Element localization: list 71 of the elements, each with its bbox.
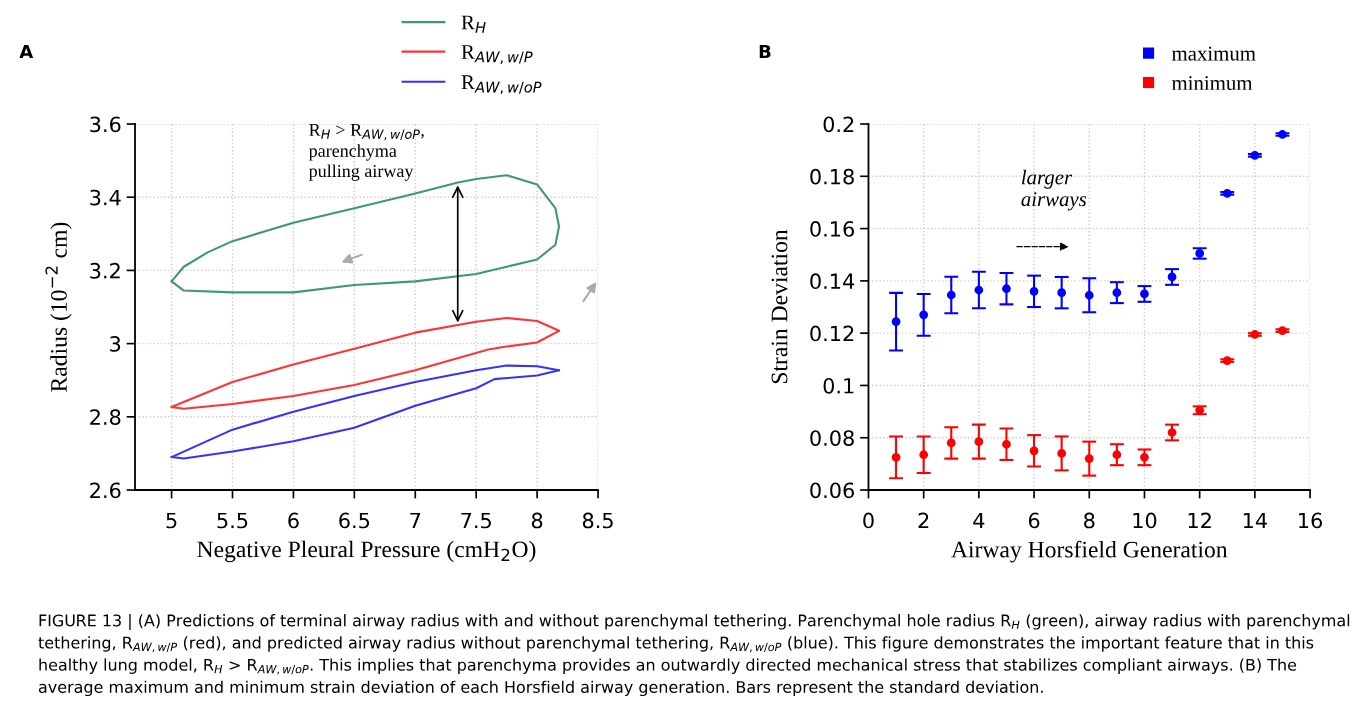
point [1167, 428, 1177, 437]
x-tick-label: 14 [1243, 512, 1267, 529]
point [1002, 284, 1011, 294]
point [891, 317, 901, 327]
y-tick-label: 3.4 [90, 189, 121, 206]
y-tick-label: 3.6 [90, 116, 121, 133]
y-tick-label: 2.8 [90, 409, 121, 426]
point [946, 438, 956, 448]
x-tick-label: 6 [1028, 512, 1040, 529]
x-axis-title: Negative Pleural Pressure (cmH$_{2}$O) [197, 540, 536, 563]
point [974, 285, 984, 295]
x-tick-label: 2 [918, 512, 929, 529]
point [1250, 330, 1260, 339]
x-tick-label: 16 [1299, 512, 1322, 529]
point [1057, 288, 1067, 298]
y-tick-label: 2.6 [90, 482, 121, 499]
x-tick-label: 10 [1133, 512, 1157, 529]
text: R$_{H}$ > R$_{AW,w/oP}$, parenchyma pulling airway [308, 124, 424, 181]
y-tick-label: 0.18 [810, 168, 854, 185]
x-tick-label: 8 [531, 512, 543, 529]
point [1029, 286, 1039, 296]
chart-title: B [759, 44, 771, 59]
x-tick-label: 5 [166, 512, 177, 529]
x-tick-label: 7.5 [461, 512, 491, 529]
y-tick-label: 0.12 [810, 325, 854, 342]
x-tick-label: 8 [1084, 512, 1095, 529]
y-tick-label: 0.2 [823, 116, 854, 133]
legend-label: R$_{H}$ [461, 15, 486, 33]
point [1222, 356, 1232, 365]
point [1250, 151, 1260, 160]
y-tick-label: 0.06 [810, 482, 854, 499]
y-tick-label: 0.08 [810, 430, 854, 446]
x-tick-label: 7 [410, 512, 421, 529]
point [974, 437, 984, 447]
point [1057, 449, 1067, 458]
x-axis-title: Airway Horsfield Generation [951, 540, 1228, 563]
y-axis-title: Strain Deviation [771, 229, 788, 384]
y-tick-label: 0.14 [810, 273, 855, 290]
point [1084, 454, 1094, 464]
chart-title: A [19, 44, 34, 59]
legend-label: minimum [1171, 76, 1253, 91]
y-tick-label: 3.2 [90, 262, 120, 279]
y-tick-label: 0.16 [810, 221, 854, 237]
point [1112, 288, 1122, 298]
legend-label: maximum [1171, 46, 1256, 61]
y-tick-label: 0.1 [823, 377, 854, 394]
legend-label: R$_{AW,w/P}$ [461, 45, 533, 64]
legend-label: R$_{AW,w/oP}$ [461, 75, 542, 95]
x-tick-label: 8.5 [582, 512, 613, 529]
x-tick-label: 6.5 [339, 512, 370, 529]
point [919, 310, 929, 320]
x-tick-label: 5.5 [217, 512, 248, 529]
point [946, 290, 956, 300]
point [1112, 450, 1122, 460]
y-tick-label: 3 [110, 336, 121, 352]
point [1002, 439, 1011, 449]
annotation: larger airways [1021, 169, 1087, 211]
x-tick-label: 6 [288, 512, 299, 529]
text: FIGURE 13 | (A) Predictions of terminal airway radius with and without parenchymal tethering. Parenchymal hole radius R$_{H}$ (green), airway radius with parenchymal tethering, R$_{AW,w/P}$ (red), and predicted airway radius without parenchymal tethering, R$_{AW,w/oP}$ (blue). This figure demonstrates the important feature that in this healthy lung model, R$_{H}$ > R$_{AW,w/oP}$. This implies that parenchyma provides an outwardly directed mechanical stress that stabilizes compliant airways. (B) The average maximum and minimum strain deviation of each Horsfield airway generation. Bars represent the standard deviation. [38, 614, 1350, 697]
point [1167, 272, 1177, 282]
point [919, 450, 929, 460]
point [891, 452, 901, 462]
x-tick-label: 0 [863, 512, 874, 529]
point [1195, 249, 1205, 258]
x-tick-label: 4 [973, 512, 985, 529]
point [1029, 446, 1039, 456]
point [1140, 452, 1149, 462]
point [1084, 290, 1094, 300]
point [1222, 188, 1232, 198]
y-axis-title: Radius (10$^{−2}$ cm) [45, 222, 72, 392]
x-tick-label: 12 [1188, 512, 1211, 529]
